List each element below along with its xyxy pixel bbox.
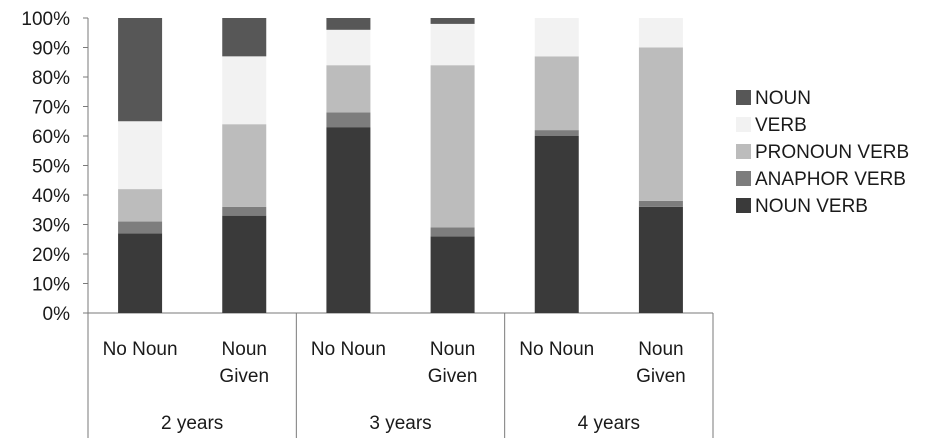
legend-swatch — [736, 144, 751, 159]
category-label: Noun — [222, 339, 267, 360]
y-tick-label: 40% — [32, 186, 70, 207]
group-label: 2 years — [161, 413, 223, 434]
y-tick-label: 80% — [32, 68, 70, 89]
category-label: Given — [428, 366, 478, 387]
bar-segment-noun — [326, 18, 371, 30]
bar-segment-noun-verb — [430, 236, 475, 313]
category-label: No Noun — [519, 339, 594, 360]
group-label: 3 years — [369, 413, 431, 434]
y-tick-label: 0% — [43, 304, 71, 325]
y-tick-label: 90% — [32, 39, 70, 60]
legend-item: NOUN VERB — [736, 196, 868, 217]
bar-segment-noun-verb — [326, 127, 371, 314]
bar-segment-pronoun-verb — [118, 189, 163, 222]
bar-segment-anaphor-verb — [222, 206, 267, 216]
legend-swatch — [736, 117, 751, 132]
bar-segment-noun-verb — [534, 136, 579, 313]
y-tick-label: 60% — [32, 127, 70, 148]
bar-segment-anaphor-verb — [326, 112, 371, 128]
bar-segment-anaphor-verb — [638, 200, 683, 207]
category-label: Given — [219, 366, 269, 387]
legend-label: VERB — [755, 115, 807, 136]
y-tick-label: 20% — [32, 245, 70, 266]
y-tick-label: 70% — [32, 98, 70, 119]
bar-segment-noun — [222, 18, 267, 57]
legend-swatch — [736, 171, 751, 186]
y-tick-label: 100% — [21, 9, 70, 30]
category-label: No Noun — [311, 339, 386, 360]
y-tick-label: 50% — [32, 157, 70, 178]
bar-segment-verb — [222, 56, 267, 125]
bar-segment-verb — [638, 18, 683, 48]
legend-item: PRONOUN VERB — [736, 142, 909, 163]
legend-label: NOUN VERB — [755, 196, 868, 217]
bar-segment-anaphor-verb — [534, 130, 579, 136]
bar-segment-verb — [430, 23, 475, 66]
bar-segment-noun-verb — [638, 206, 683, 313]
category-label: Given — [636, 366, 686, 387]
bar-segment-noun — [118, 18, 163, 122]
bar-segment-verb — [118, 121, 163, 190]
legend-item: NOUN — [736, 88, 811, 109]
bar-segment-anaphor-verb — [430, 227, 475, 237]
legend-label: NOUN — [755, 88, 811, 109]
y-tick-label: 10% — [32, 275, 70, 296]
legend-item: VERB — [736, 115, 807, 136]
legend-item: ANAPHOR VERB — [736, 169, 906, 190]
bar-segment-pronoun-verb — [222, 124, 267, 207]
bar-segment-verb — [326, 29, 371, 66]
legend-swatch — [736, 90, 751, 105]
bars — [118, 18, 683, 314]
category-label: Noun — [430, 339, 475, 360]
category-label: Noun — [638, 339, 683, 360]
bar-segment-anaphor-verb — [118, 221, 163, 234]
legend: NOUN VERB PRONOUN VERB ANAPHOR VERB NOUN VER… — [736, 88, 909, 217]
bar-segment-verb — [534, 18, 579, 57]
x-axis: No Noun Noun Given No Noun Noun Given No Noun N… — [87, 313, 714, 438]
legend-swatch — [736, 198, 751, 213]
axes: 0% 10% 20% 30% 40% 50% 60% 70% 80% 90% 100% — [21, 9, 713, 325]
category-label: No Noun — [103, 339, 178, 360]
legend-label: PRONOUN VERB — [755, 142, 909, 163]
bar-segment-pronoun-verb — [430, 65, 475, 228]
bar-segment-pronoun-verb — [534, 56, 579, 131]
bar-segment-noun-verb — [118, 233, 163, 313]
bar-segment-pronoun-verb — [638, 47, 683, 201]
y-tick-label: 30% — [32, 216, 70, 237]
bar-segment-noun — [430, 18, 475, 24]
legend-label: ANAPHOR VERB — [755, 169, 906, 190]
bar-segment-noun-verb — [222, 215, 267, 313]
group-label: 4 years — [578, 413, 640, 434]
bar-segment-pronoun-verb — [326, 65, 371, 113]
